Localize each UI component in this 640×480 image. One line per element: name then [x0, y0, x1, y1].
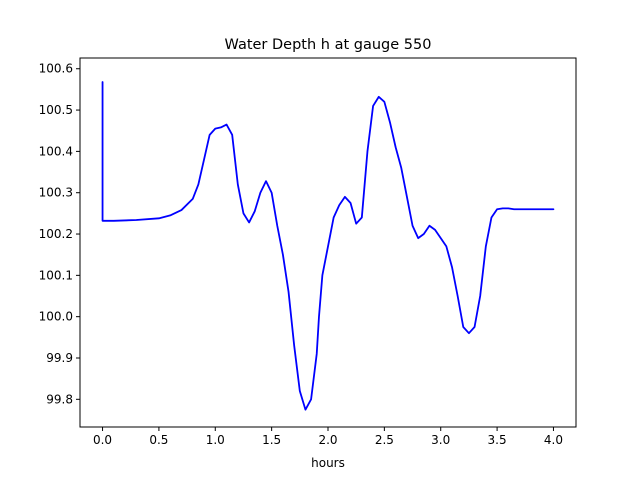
- x-tick-label: 4.0: [544, 433, 563, 447]
- x-tick-label: 1.5: [262, 433, 281, 447]
- plot-area: 0.0 0.5 1.0 1.5 2.0 2.5 3.0 3.5 4.0 99.8 99.9 100.0…: [39, 57, 577, 447]
- y-tick-label: 100.0: [39, 310, 73, 324]
- x-axis-label: hours: [311, 456, 345, 470]
- x-tick-label: 2.0: [318, 433, 337, 447]
- y-tick-label: 99.9: [46, 351, 73, 365]
- chart-title: Water Depth h at gauge 550: [225, 37, 432, 53]
- y-tick-label: 100.1: [39, 268, 73, 282]
- y-tick-label: 100.5: [39, 103, 73, 117]
- x-tick-label: 1.0: [206, 433, 225, 447]
- x-tick-label: 0.5: [149, 433, 168, 447]
- x-tick-label: 3.0: [431, 433, 450, 447]
- y-tick-label: 100.6: [39, 62, 73, 76]
- y-tick-label: 100.4: [39, 144, 73, 158]
- x-tick-label: 2.5: [375, 433, 394, 447]
- x-tick-label: 3.5: [488, 433, 507, 447]
- x-tick-label: 0.0: [93, 433, 112, 447]
- y-tick-label: 100.3: [39, 186, 73, 200]
- series-line: [101, 81, 555, 411]
- y-tick-label: 100.2: [39, 227, 73, 241]
- y-tick-label: 99.8: [46, 392, 73, 406]
